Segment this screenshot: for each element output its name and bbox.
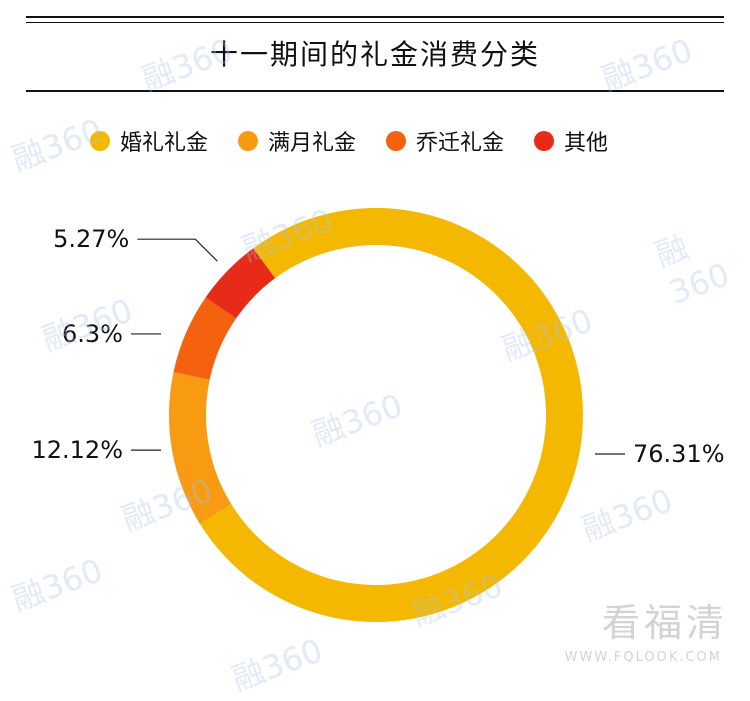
donut-slice [173,297,237,380]
data-label: 6.3% [62,320,123,348]
leader-line [137,238,218,262]
brand-url-watermark: WWW.FQLOOK.COM [564,650,722,665]
title-rule-bottom [26,90,724,92]
legend-swatch [238,131,259,151]
data-label: 5.27% [53,225,129,253]
data-label: 12.12% [31,436,123,464]
title-rule-top-thin [26,22,724,23]
legend-item: 婚礼礼金 [90,125,208,157]
title-rule-top [26,16,724,18]
chart-title: 十一期间的礼金消费分类 [209,38,540,71]
legend-item: 乔迁礼金 [386,125,504,157]
legend-label: 满月礼金 [268,131,357,156]
legend-item: 满月礼金 [238,125,356,157]
legend-item: 其他 [534,125,608,157]
donut-chart: 76.31% 12.12% 6.3% 5.27% [31,208,725,623]
legend-label: 其他 [564,131,609,156]
donut-slice [168,372,232,524]
data-label: 76.31% [633,440,725,468]
legend-swatch [386,131,407,151]
chart-legend: 婚礼礼金 满月礼金 乔迁礼金 其他 [90,126,608,156]
legend-swatch [534,131,555,151]
legend-label: 婚礼礼金 [120,131,209,156]
brand-watermark: 看福清 [601,601,728,645]
legend-label: 乔迁礼金 [416,131,505,156]
legend-swatch [90,131,110,151]
donut-slice [205,248,276,319]
